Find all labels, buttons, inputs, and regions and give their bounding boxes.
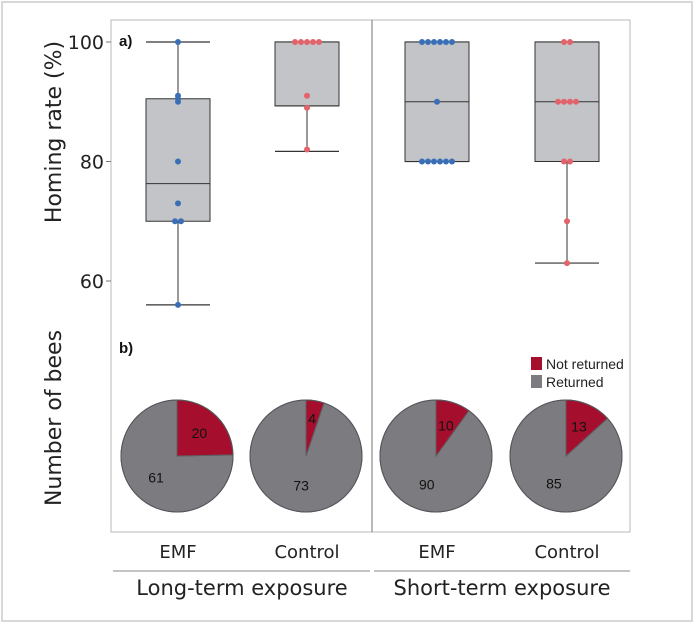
data-point bbox=[431, 158, 437, 165]
pie-label-returned: 61 bbox=[148, 469, 164, 485]
category-label-st-control: Control bbox=[534, 542, 599, 563]
data-point bbox=[555, 98, 561, 105]
pie-label-not-returned: 20 bbox=[192, 425, 208, 441]
panel-tag-b: b) bbox=[119, 340, 133, 357]
data-point bbox=[567, 158, 573, 165]
boxplot-3 bbox=[534, 39, 600, 267]
data-point bbox=[567, 39, 573, 45]
pie-label-not-returned: 13 bbox=[571, 419, 587, 435]
category-label-lt-emf: EMF bbox=[159, 542, 196, 563]
legend-swatch-returned bbox=[531, 375, 542, 388]
pie-label-returned: 85 bbox=[546, 475, 562, 491]
data-point bbox=[443, 39, 449, 45]
pie-label-not-returned: 4 bbox=[308, 411, 316, 427]
legend-label-not-returned: Not returned bbox=[546, 356, 624, 372]
plot-frame bbox=[110, 19, 631, 533]
data-point bbox=[449, 39, 455, 45]
boxplot-1 bbox=[274, 39, 340, 153]
pie-label-not-returned: 10 bbox=[438, 418, 454, 434]
data-point bbox=[298, 39, 304, 45]
y-tick-label: 60 bbox=[80, 271, 104, 293]
y-tick-label: 80 bbox=[80, 152, 104, 174]
data-point bbox=[434, 98, 440, 105]
pie-outline bbox=[509, 399, 623, 513]
data-point bbox=[564, 218, 570, 225]
pie-outline bbox=[120, 399, 234, 513]
data-point bbox=[425, 39, 431, 45]
data-point bbox=[425, 158, 431, 165]
data-point bbox=[172, 218, 178, 225]
pie-2: 10 90 bbox=[379, 399, 493, 513]
data-point bbox=[449, 158, 455, 165]
y-tick-labels: 60 80 100 bbox=[68, 32, 111, 293]
data-point bbox=[175, 39, 181, 45]
data-point bbox=[561, 39, 567, 45]
data-point bbox=[175, 200, 181, 207]
boxplot-2 bbox=[404, 39, 470, 165]
data-point bbox=[567, 98, 573, 105]
data-point bbox=[304, 39, 310, 45]
data-point bbox=[292, 39, 298, 45]
data-point bbox=[310, 39, 316, 45]
y-tick-label: 100 bbox=[68, 32, 104, 54]
boxplot-0 bbox=[145, 39, 211, 308]
legend-swatch-not-returned bbox=[531, 357, 542, 370]
data-point bbox=[175, 98, 181, 105]
data-point bbox=[419, 158, 425, 165]
data-point bbox=[443, 158, 449, 165]
pie-label-returned: 90 bbox=[419, 477, 435, 493]
pie-label-returned: 73 bbox=[293, 478, 309, 494]
data-point bbox=[316, 39, 322, 45]
data-point bbox=[573, 98, 579, 105]
data-point bbox=[437, 158, 443, 165]
data-point bbox=[175, 301, 181, 308]
pie-outline bbox=[379, 399, 493, 513]
pie-3: 13 85 bbox=[509, 399, 623, 513]
data-point bbox=[304, 146, 310, 153]
panel-tag-a: a) bbox=[119, 33, 132, 50]
data-point bbox=[561, 98, 567, 105]
category-label-lt-control: Control bbox=[274, 542, 339, 563]
data-point bbox=[564, 260, 570, 267]
pie-outline bbox=[249, 399, 363, 513]
y-axis-label-homing: Homing rate (%) bbox=[42, 41, 67, 223]
data-point bbox=[304, 92, 310, 99]
legend-label-returned: Returned bbox=[546, 374, 604, 390]
pie-1: 4 73 bbox=[249, 399, 363, 513]
data-point bbox=[304, 104, 310, 111]
data-point bbox=[561, 158, 567, 165]
data-point bbox=[178, 218, 184, 225]
category-label-st-emf: EMF bbox=[418, 542, 455, 563]
group-label-long-term: Long-term exposure bbox=[136, 576, 347, 600]
data-point bbox=[419, 39, 425, 45]
data-point bbox=[175, 158, 181, 165]
group-label-short-term: Short-term exposure bbox=[394, 576, 611, 600]
boxplots bbox=[145, 39, 600, 308]
data-point bbox=[437, 39, 443, 45]
y-axis-label-bees: Number of bees bbox=[42, 330, 67, 506]
data-point bbox=[431, 39, 437, 45]
legend: Not returned Returned bbox=[531, 356, 624, 390]
